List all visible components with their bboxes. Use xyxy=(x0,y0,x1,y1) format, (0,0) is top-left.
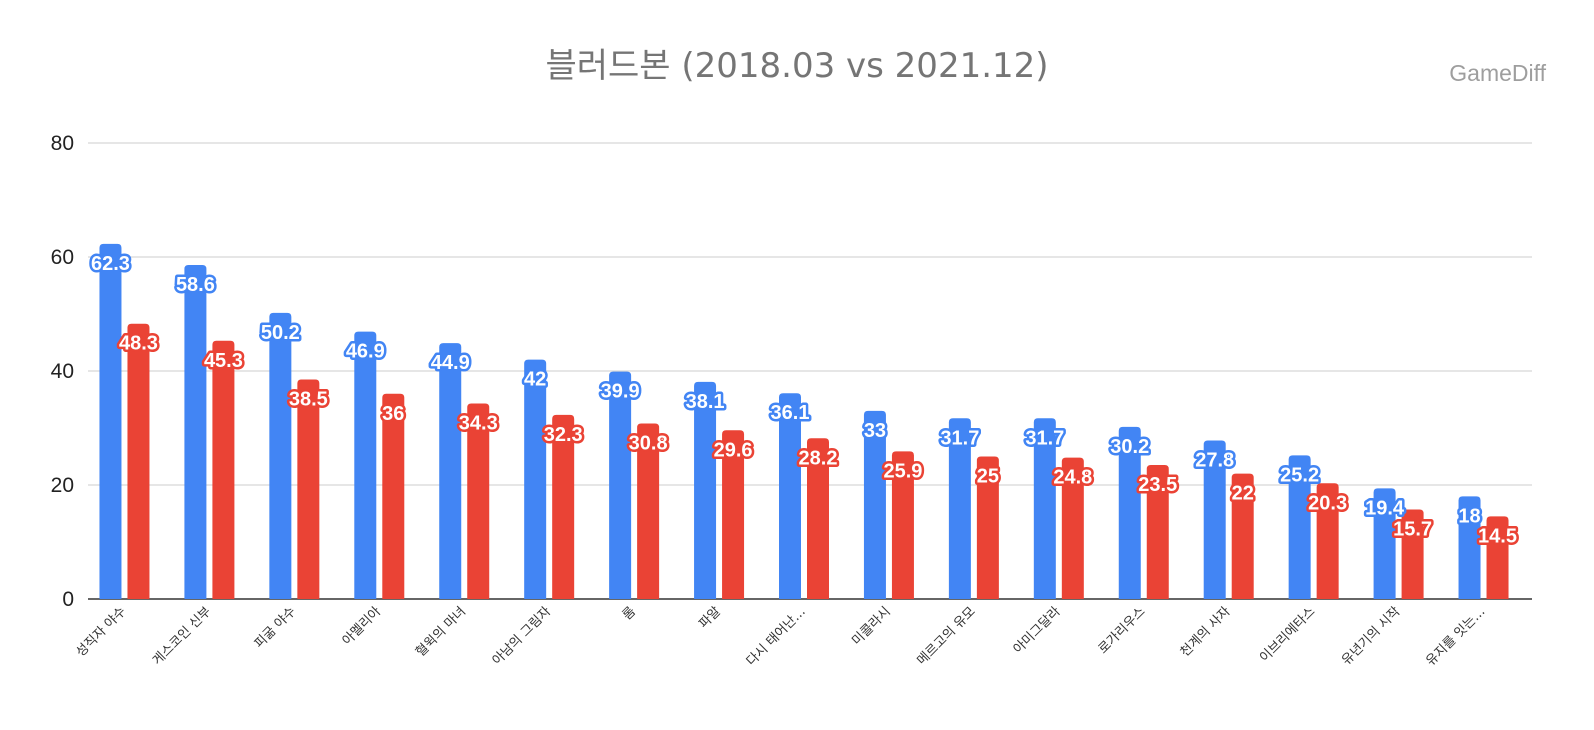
x-category-label: 피굶 야수 xyxy=(252,604,299,651)
bar-series1 xyxy=(269,312,292,599)
data-label-series1: 44.9 xyxy=(431,352,470,374)
x-category-label: 다시 태어난… xyxy=(744,604,809,669)
bar-series1 xyxy=(439,343,462,599)
x-category-label: 유지를 잇는… xyxy=(1423,604,1488,669)
bars xyxy=(99,243,1509,599)
y-tick-label: 0 xyxy=(62,588,74,611)
x-category-label: 게스코인 신부 xyxy=(150,604,214,668)
data-label-series1: 31.7 xyxy=(1025,427,1064,449)
data-label-series1: 19.4 xyxy=(1365,497,1405,519)
data-label-series1: 36.1 xyxy=(771,402,810,424)
bar-series2 xyxy=(1486,516,1509,599)
data-label-series2: 20.3 xyxy=(1308,492,1347,514)
data-label-series2: 38.5 xyxy=(289,389,328,411)
y-tick-label: 20 xyxy=(51,474,74,497)
data-label-series1: 62.3 xyxy=(91,253,130,275)
data-label-series2: 45.3 xyxy=(204,350,243,372)
bar-series1 xyxy=(1203,440,1226,599)
data-label-series1: 30.2 xyxy=(1110,436,1149,458)
watermark: GameDiff xyxy=(1449,60,1546,86)
data-label-series2: 14.5 xyxy=(1478,525,1517,547)
data-label-series1: 18 xyxy=(1458,505,1480,527)
data-label-series1: 50.2 xyxy=(261,322,300,344)
data-label-series2: 34.3 xyxy=(459,412,498,434)
bar-series2 xyxy=(127,323,150,599)
bar-series1 xyxy=(354,331,377,599)
data-label-series2: 36 xyxy=(382,403,404,425)
data-label-series2: 22 xyxy=(1232,483,1254,505)
bar-series2 xyxy=(976,456,999,599)
data-labels: 62.3 48.3 58.6 45.3 50.2 38.5 46.9 36 44.9 34.3 42… xyxy=(89,250,1520,549)
bar-series1 xyxy=(694,381,717,599)
x-category-label: 메르고의 유모 xyxy=(914,604,978,668)
x-category-label: 이브리에타스 xyxy=(1257,604,1318,665)
data-label-series1: 27.8 xyxy=(1195,450,1234,472)
bar-series2 xyxy=(297,379,320,599)
bar-series1 xyxy=(779,393,801,599)
data-label-series2: 48.3 xyxy=(119,333,158,355)
x-category-label: 천계의 사자 xyxy=(1178,604,1234,660)
data-label-series2: 23.5 xyxy=(1138,474,1177,496)
bar-series1 xyxy=(609,371,632,599)
bar-series2 xyxy=(467,403,490,599)
data-label-series2: 15.7 xyxy=(1393,519,1432,541)
x-category-label: 혈윅의 마녀 xyxy=(413,604,469,660)
bar-series1 xyxy=(1458,496,1481,599)
data-label-series2: 28.2 xyxy=(799,447,838,469)
data-label-series2: 24.8 xyxy=(1053,467,1092,489)
bar-series2 xyxy=(1316,483,1339,599)
x-category-label: 아남의 그림자 xyxy=(490,604,554,668)
y-tick-label: 60 xyxy=(51,246,74,269)
bar-series1 xyxy=(1373,488,1396,599)
data-label-series1: 25.2 xyxy=(1280,464,1319,486)
bar-series2 xyxy=(1231,473,1254,599)
bar-series2 xyxy=(722,430,745,599)
x-category-label: 로가리우스 xyxy=(1096,604,1149,657)
bar-series2 xyxy=(382,393,405,599)
chart-title: 블러드본 (2018.03 vs 2021.12) xyxy=(545,46,1049,86)
bar-series2 xyxy=(1401,509,1424,599)
bar-series2 xyxy=(212,340,235,599)
data-label-series1: 38.1 xyxy=(686,391,725,413)
x-category-label: 미콜라시 xyxy=(849,604,893,648)
bar-series1 xyxy=(863,410,886,599)
data-label-series2: 30.8 xyxy=(629,432,668,454)
data-label-series1: 46.9 xyxy=(346,341,385,363)
bar-series2 xyxy=(552,414,575,599)
data-label-series1: 39.9 xyxy=(601,381,640,403)
bar-series2 xyxy=(807,438,829,599)
data-label-series1: 31.7 xyxy=(940,427,979,449)
data-label-series2: 25 xyxy=(977,466,999,488)
data-label-series2: 29.6 xyxy=(714,439,753,461)
x-category-label: 성직자 야수 xyxy=(73,604,129,660)
bar-series2 xyxy=(1146,465,1169,599)
x-category-label: 아미그달라 xyxy=(1011,604,1064,657)
x-category-label: 아멜리아 xyxy=(340,604,384,648)
bar-series1 xyxy=(184,264,207,599)
y-axis-ticks: 0 20 40 60 80 xyxy=(51,132,74,611)
bar-series2 xyxy=(891,451,914,599)
bar-series2 xyxy=(637,423,660,599)
y-tick-label: 40 xyxy=(51,360,74,383)
bar-series1 xyxy=(948,418,971,599)
x-axis-categories: 성직자 야수 게스코인 신부 피굶 야수 아멜리아 혈윅의 마녀 아남의 그림자 롬 파알 다시… xyxy=(73,604,1488,669)
bar-series1 xyxy=(524,359,547,599)
y-tick-label: 80 xyxy=(51,132,74,155)
x-category-label: 롬 xyxy=(620,604,639,623)
bar-series1 xyxy=(99,243,122,599)
bar-series1 xyxy=(1118,426,1141,599)
x-category-label: 파알 xyxy=(696,604,724,632)
x-category-label: 유년기의 시작 xyxy=(1339,604,1403,668)
data-label-series2: 32.3 xyxy=(544,424,583,446)
data-label-series2: 25.9 xyxy=(883,460,922,482)
data-label-series1: 33 xyxy=(864,420,886,442)
data-label-series1: 58.6 xyxy=(176,274,215,296)
data-label-series1: 42 xyxy=(524,369,546,391)
bar-series1 xyxy=(1033,418,1056,599)
bar-series2 xyxy=(1061,457,1084,599)
bar-series1 xyxy=(1288,455,1311,599)
